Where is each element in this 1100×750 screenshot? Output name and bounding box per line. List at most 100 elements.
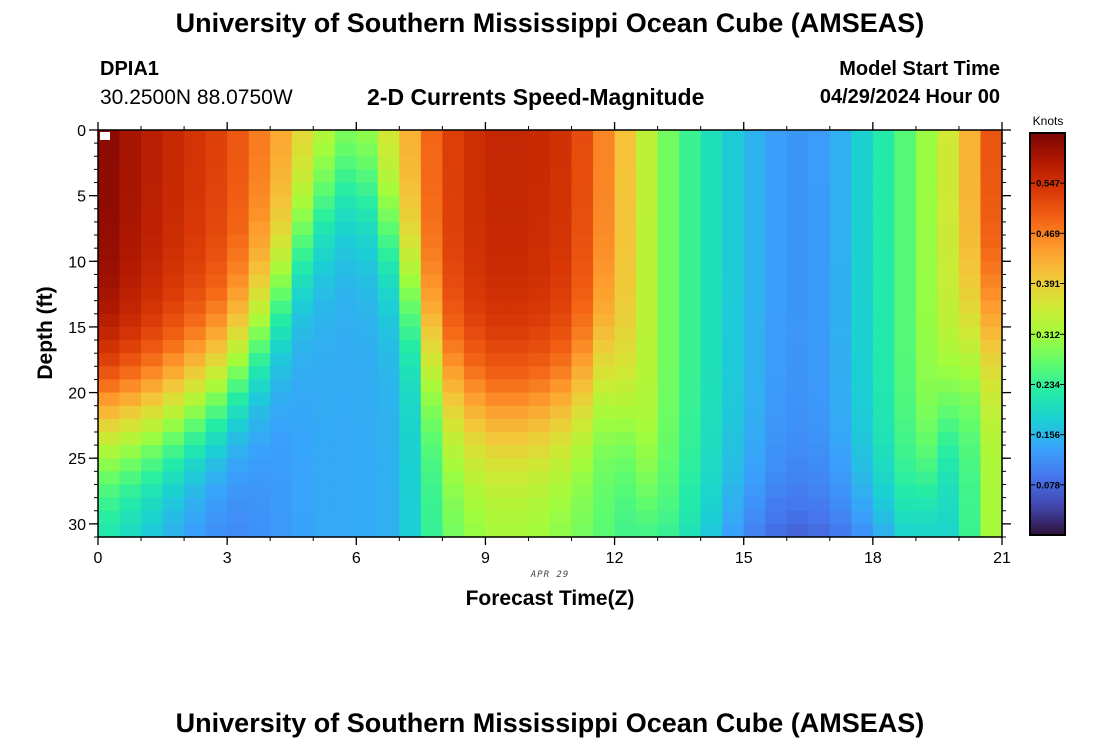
heatmap-cell: [894, 156, 917, 170]
heatmap-cell: [980, 313, 1003, 328]
heatmap-cell: [141, 379, 164, 394]
heatmap-cell: [291, 340, 314, 354]
heatmap-cell: [786, 471, 809, 486]
heatmap-cell: [506, 353, 530, 367]
heatmap-cell: [657, 458, 680, 472]
heatmap-cell: [119, 313, 142, 328]
heatmap-cell: [463, 130, 487, 144]
heatmap-cell: [829, 326, 852, 341]
heatmap-cell: [377, 287, 400, 302]
heatmap-cell: [765, 300, 788, 315]
heatmap-cell: [528, 326, 551, 341]
heatmap-cell: [291, 300, 314, 315]
heatmap-cell: [119, 523, 142, 538]
heatmap-cell: [980, 405, 1003, 420]
heatmap-cell: [894, 340, 917, 354]
heatmap-cell: [119, 405, 142, 420]
heatmap-cell: [657, 248, 680, 262]
heatmap-cell: [141, 353, 164, 367]
heatmap-cell: [915, 195, 939, 210]
heatmap-cell: [636, 156, 659, 170]
heatmap-cell: [765, 353, 788, 367]
heatmap-cell: [851, 221, 874, 236]
heatmap-cell: [636, 431, 659, 446]
heatmap-cell: [141, 182, 164, 197]
heatmap-cell: [528, 484, 551, 499]
heatmap-cell: [291, 431, 314, 446]
heatmap-cell: [377, 445, 400, 459]
heatmap-cell: [958, 431, 982, 446]
heatmap-cell: [270, 366, 293, 381]
heatmap-cell: [937, 431, 960, 446]
heatmap-cell: [937, 221, 960, 236]
x-tick-label: 0: [94, 550, 103, 567]
heatmap-cell: [722, 431, 745, 446]
heatmap-cell: [571, 143, 594, 157]
heatmap-cell: [270, 523, 293, 538]
heatmap-cell: [205, 261, 228, 276]
heatmap-cell: [248, 392, 271, 407]
heatmap-cell: [636, 274, 659, 289]
heatmap-cell: [248, 221, 271, 236]
heatmap-cell: [119, 392, 142, 407]
heatmap-cell: [141, 405, 164, 420]
heatmap-cell: [399, 471, 422, 486]
heatmap-cell: [291, 235, 314, 249]
heatmap-cell: [377, 248, 400, 262]
heatmap-cell: [829, 182, 852, 197]
heatmap-cell: [442, 169, 465, 184]
heatmap-cell: [399, 484, 422, 499]
heatmap-cell: [958, 235, 982, 249]
heatmap-cell: [205, 405, 228, 420]
heatmap-cell: [356, 261, 379, 276]
heatmap-cell: [958, 510, 982, 525]
heatmap-cell: [184, 471, 207, 486]
heatmap-cell: [851, 484, 874, 499]
heatmap-cell: [98, 497, 121, 512]
heatmap-cell: [463, 274, 487, 289]
heatmap-cell: [98, 248, 121, 262]
heatmap-cell: [399, 510, 422, 525]
heatmap-cell: [485, 326, 508, 341]
heatmap-cell: [270, 235, 293, 249]
heatmap-cell: [485, 497, 508, 512]
heatmap-cell: [141, 130, 164, 144]
heatmap-cell: [98, 195, 121, 210]
heatmap-cell: [356, 392, 379, 407]
heatmap-cell: [205, 130, 228, 144]
model-start-label: Model Start Time: [839, 58, 1000, 80]
heatmap-cell: [851, 405, 874, 420]
heatmap-cell: [679, 182, 702, 197]
heatmap-cell: [248, 208, 271, 223]
heatmap-cell: [786, 353, 809, 367]
heatmap-cell: [872, 208, 895, 223]
heatmap-cell: [980, 287, 1003, 302]
heatmap-cell: [442, 379, 465, 394]
heatmap-cell: [420, 418, 443, 433]
heatmap-cell: [894, 431, 917, 446]
heatmap-cell: [808, 458, 831, 472]
heatmap-cell: [248, 274, 271, 289]
heatmap-cell: [980, 379, 1003, 394]
heatmap-cell: [270, 471, 293, 486]
heatmap-cell: [141, 366, 164, 381]
heatmap-cell: [184, 313, 207, 328]
heatmap-cell: [506, 143, 530, 157]
heatmap-cell: [958, 274, 982, 289]
heatmap-cell: [550, 235, 573, 249]
heatmap-cell: [829, 353, 852, 367]
heatmap-cell: [205, 471, 228, 486]
heatmap-cell: [915, 300, 939, 315]
heatmap-cell: [808, 235, 831, 249]
heatmap-cell: [313, 300, 336, 315]
heatmap-cell: [506, 261, 530, 276]
heatmap-cell: [593, 431, 616, 446]
heatmap-cell: [184, 340, 207, 354]
heatmap-cell: [872, 300, 895, 315]
heatmap-cell: [636, 287, 659, 302]
heatmap-cell: [442, 458, 465, 472]
heatmap-cell: [550, 248, 573, 262]
heatmap-cell: [528, 431, 551, 446]
heatmap-cell: [334, 287, 357, 302]
heatmap-cell: [334, 379, 357, 394]
